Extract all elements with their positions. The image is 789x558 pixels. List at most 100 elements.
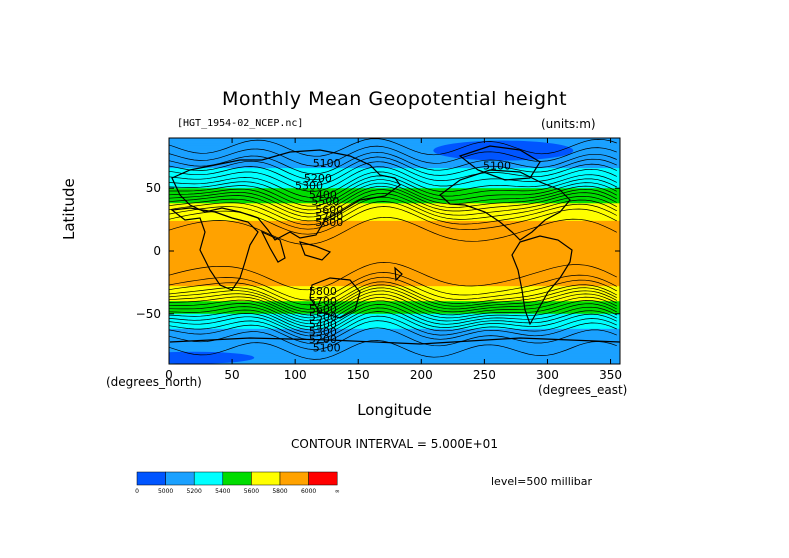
filled-contour-bands: [169, 138, 620, 364]
colorbar-tick-label: 5400: [215, 488, 230, 495]
colorbar-tick-label: 5000: [158, 488, 173, 495]
contour-band: [169, 261, 620, 265]
contour-line: [169, 307, 617, 334]
x-tick-label: 200: [410, 368, 433, 382]
contour-band: [169, 188, 620, 192]
colorbar-swatch: [136, 471, 166, 486]
contour-line: [169, 216, 617, 245]
contour-band: [169, 140, 620, 144]
contour-line: [169, 304, 617, 331]
contour-label: 5100: [483, 160, 511, 173]
contour-band: [169, 283, 620, 287]
x-tick-label: 300: [536, 368, 559, 382]
contour-band: [169, 228, 620, 232]
contour-band: [169, 195, 620, 199]
contour-band: [169, 296, 620, 300]
x-axis-unit: (degrees_east): [538, 383, 628, 397]
chart-title: Monthly Mean Geopotential height: [221, 88, 568, 110]
file-label: [HGT_1954-02_NCEP.nc]: [177, 118, 304, 129]
contour-label: 5400: [309, 189, 337, 202]
contour-label: 5600: [309, 303, 337, 316]
contour-line: [169, 171, 617, 198]
x-tick-label: 350: [599, 368, 622, 382]
x-tick-label: 50: [224, 368, 239, 382]
y-tick-label: 50: [146, 181, 161, 195]
contour-band: [169, 286, 620, 290]
contour-band: [169, 248, 620, 252]
contour-band: [169, 178, 620, 182]
contour-band: [169, 276, 620, 280]
contour-band: [169, 256, 620, 260]
contour-band: [169, 348, 620, 353]
contour-band: [169, 160, 620, 164]
contour-label: 5500: [311, 195, 339, 208]
contour-band: [169, 243, 620, 247]
contour-band: [169, 183, 620, 187]
contour-band: [169, 338, 620, 342]
contour-band: [169, 223, 620, 227]
contour-band: [169, 150, 620, 154]
contour-band: [169, 205, 620, 209]
contour-band: [169, 170, 620, 174]
contour-line: [169, 340, 617, 360]
polar-low-south: [169, 351, 255, 364]
contour-band: [169, 321, 620, 325]
contour-band: [169, 301, 620, 305]
contour-line: [169, 311, 617, 337]
contour-band: [169, 165, 620, 169]
contour-interval-text: CONTOUR INTERVAL = 5.000E+01: [291, 437, 498, 451]
contour-line: [169, 284, 617, 313]
colorbar-tick-label: 5200: [187, 488, 202, 495]
contour-line: [169, 320, 617, 345]
contour-band: [169, 326, 620, 330]
contour-value-labels: 5100520053005400550056005700580051005800…: [295, 157, 511, 355]
contour-band: [169, 215, 620, 219]
colorbar-tick-label: 5600: [244, 488, 259, 495]
contour-band: [169, 356, 620, 360]
contour-label: 5800: [315, 216, 343, 229]
contour-band: [169, 233, 620, 237]
contour-label: 5500: [309, 310, 337, 323]
y-axis-unit: (degrees_north): [106, 375, 202, 389]
contour-line: [169, 186, 617, 214]
colorbar-tick-label: 0: [135, 488, 139, 495]
contour-band: [169, 143, 620, 147]
contour-band: [169, 308, 620, 312]
contour-line: [169, 145, 617, 167]
contour-line: [169, 281, 617, 310]
units-label: (units:m): [541, 117, 596, 131]
x-tick-label: 0: [165, 368, 173, 382]
contour-line: [169, 315, 617, 341]
contour-line: [169, 182, 617, 211]
contour-lines: [169, 138, 617, 360]
contour-band: [169, 361, 620, 364]
contour-band: [169, 190, 620, 194]
contour-band: [169, 198, 620, 202]
colorbar-tick-label: 6000: [301, 488, 316, 495]
contour-band: [169, 293, 620, 297]
contour-line: [169, 300, 617, 328]
contour-line: [169, 179, 617, 207]
contour-band: [169, 273, 620, 277]
contour-band: [169, 318, 620, 322]
contour-label: 5800: [309, 285, 337, 298]
contour-line: [169, 196, 617, 226]
contour-line: [169, 272, 617, 301]
contour-label: 5100: [313, 157, 341, 170]
contour-band: [169, 225, 620, 229]
colorbar-tick-label: 5800: [272, 488, 287, 495]
contour-band: [169, 210, 620, 214]
contour-band: [169, 208, 620, 212]
contour-label: 5200: [309, 333, 337, 346]
contour-band: [169, 235, 620, 240]
contour-band: [169, 316, 620, 320]
contour-label: 5700: [315, 210, 343, 223]
contour-band: [169, 175, 620, 179]
contour-band: [169, 220, 620, 224]
contour-label: 5200: [304, 172, 332, 185]
contour-band: [169, 138, 620, 142]
x-tick-label: 150: [347, 368, 370, 382]
colorbar-swatch: [251, 471, 281, 486]
contour-band: [169, 281, 620, 285]
contour-label: 5300: [309, 325, 337, 338]
